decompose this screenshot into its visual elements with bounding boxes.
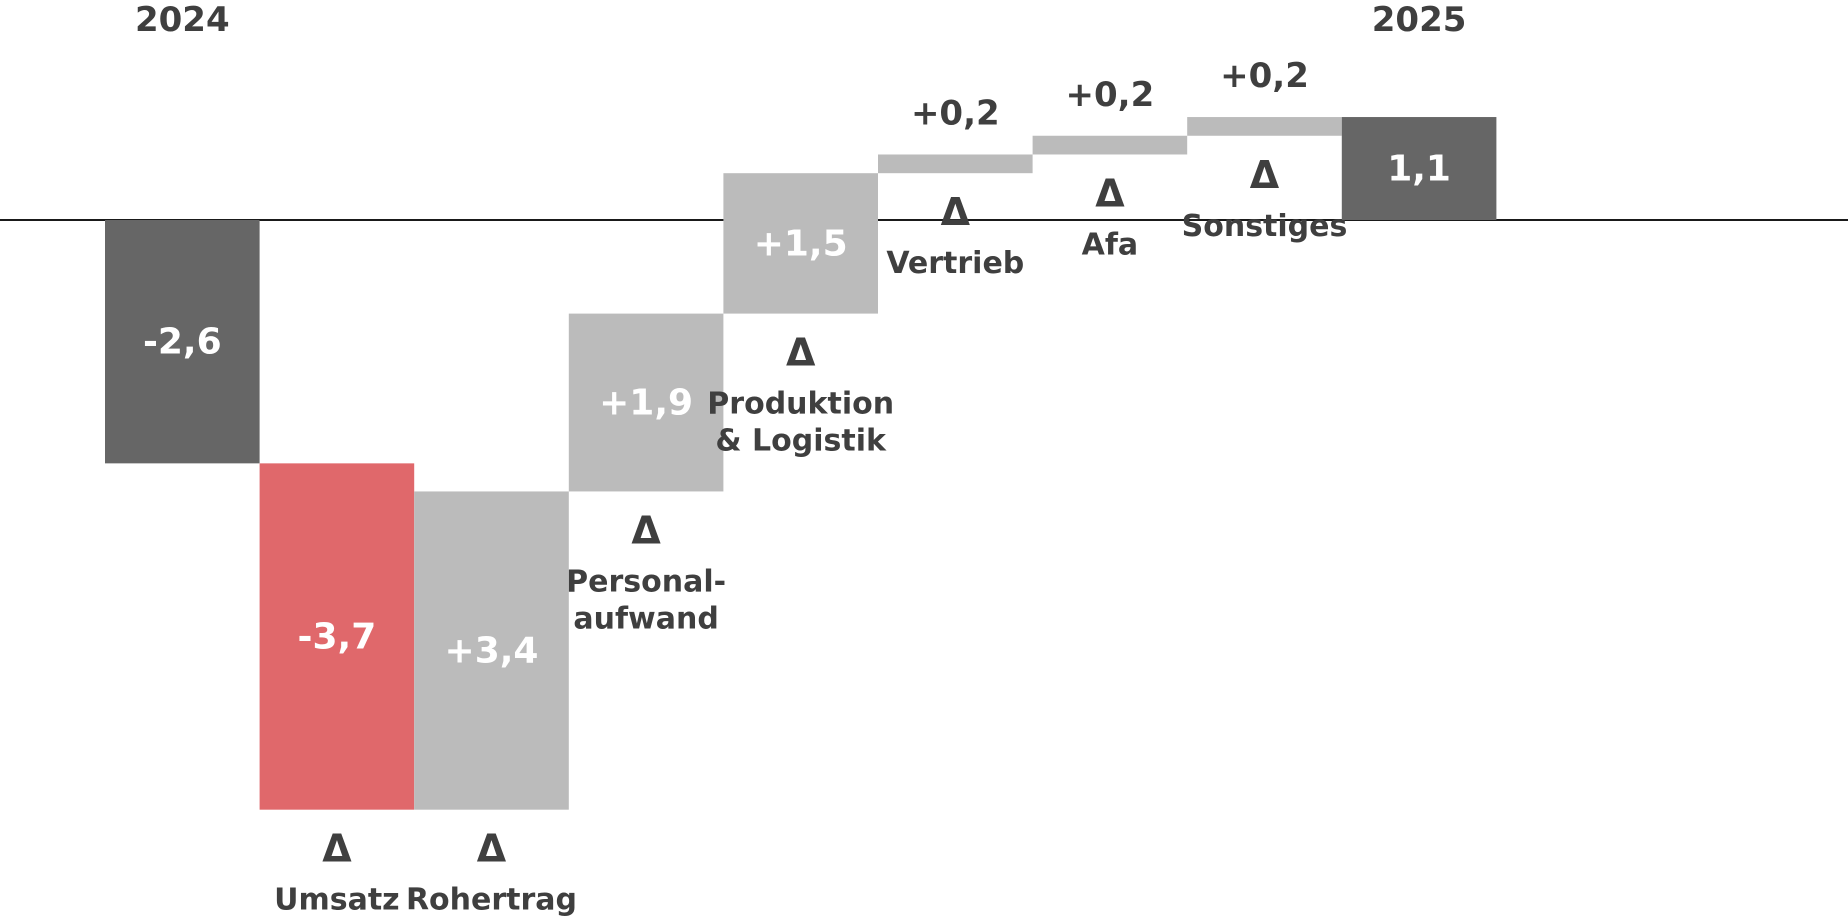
- step-2-value-label: +3,4: [445, 631, 539, 672]
- step-4-category-label: & Logistik: [715, 424, 887, 459]
- step-4-delta-symbol: Δ: [786, 331, 816, 375]
- step-6-value-label: +0,2: [1066, 75, 1155, 115]
- step-4-value-label: +1,5: [754, 223, 848, 264]
- step-5-value-label: +0,2: [911, 93, 1000, 133]
- step-7-category-label: Sonstiges: [1182, 209, 1348, 244]
- step-1-value-label: -3,7: [298, 617, 377, 658]
- bar-step-1: [259, 463, 415, 810]
- bar-end-total: [1341, 117, 1497, 220]
- bar-step-6: [1032, 135, 1188, 155]
- bar-step-4: [723, 173, 878, 314]
- step-1-category-label: Umsatz: [274, 883, 400, 918]
- bar-step-7: [1187, 117, 1342, 136]
- start-year-label: 2024: [135, 0, 230, 40]
- step-6-category-label: Afa: [1082, 227, 1139, 262]
- step-2-category-label: Rohertrag: [406, 883, 577, 918]
- step-3-delta-symbol: Δ: [631, 508, 661, 552]
- step-7-delta-symbol: Δ: [1250, 153, 1280, 197]
- bar-step-3: [568, 313, 724, 492]
- step-4-category-label: Produktion: [707, 387, 894, 422]
- step-3-category-label: Personal-: [566, 564, 726, 599]
- end-year-label: 2025: [1372, 0, 1467, 40]
- bar-step-2: [414, 491, 569, 810]
- step-3-value-label: +1,9: [599, 383, 693, 424]
- step-6-delta-symbol: Δ: [1095, 171, 1125, 215]
- step-1-delta-symbol: Δ: [322, 827, 352, 871]
- bar-start-total: [105, 220, 260, 464]
- step-3-category-label: aufwand: [573, 601, 718, 636]
- step-5-delta-symbol: Δ: [941, 190, 971, 234]
- step-2-delta-symbol: Δ: [477, 827, 507, 871]
- step-5-category-label: Vertrieb: [886, 246, 1024, 281]
- end-value-label: 1,1: [1387, 149, 1451, 190]
- step-7-value-label: +0,2: [1220, 56, 1309, 96]
- start-value-label: -2,6: [143, 322, 222, 363]
- bar-step-5: [878, 154, 1033, 174]
